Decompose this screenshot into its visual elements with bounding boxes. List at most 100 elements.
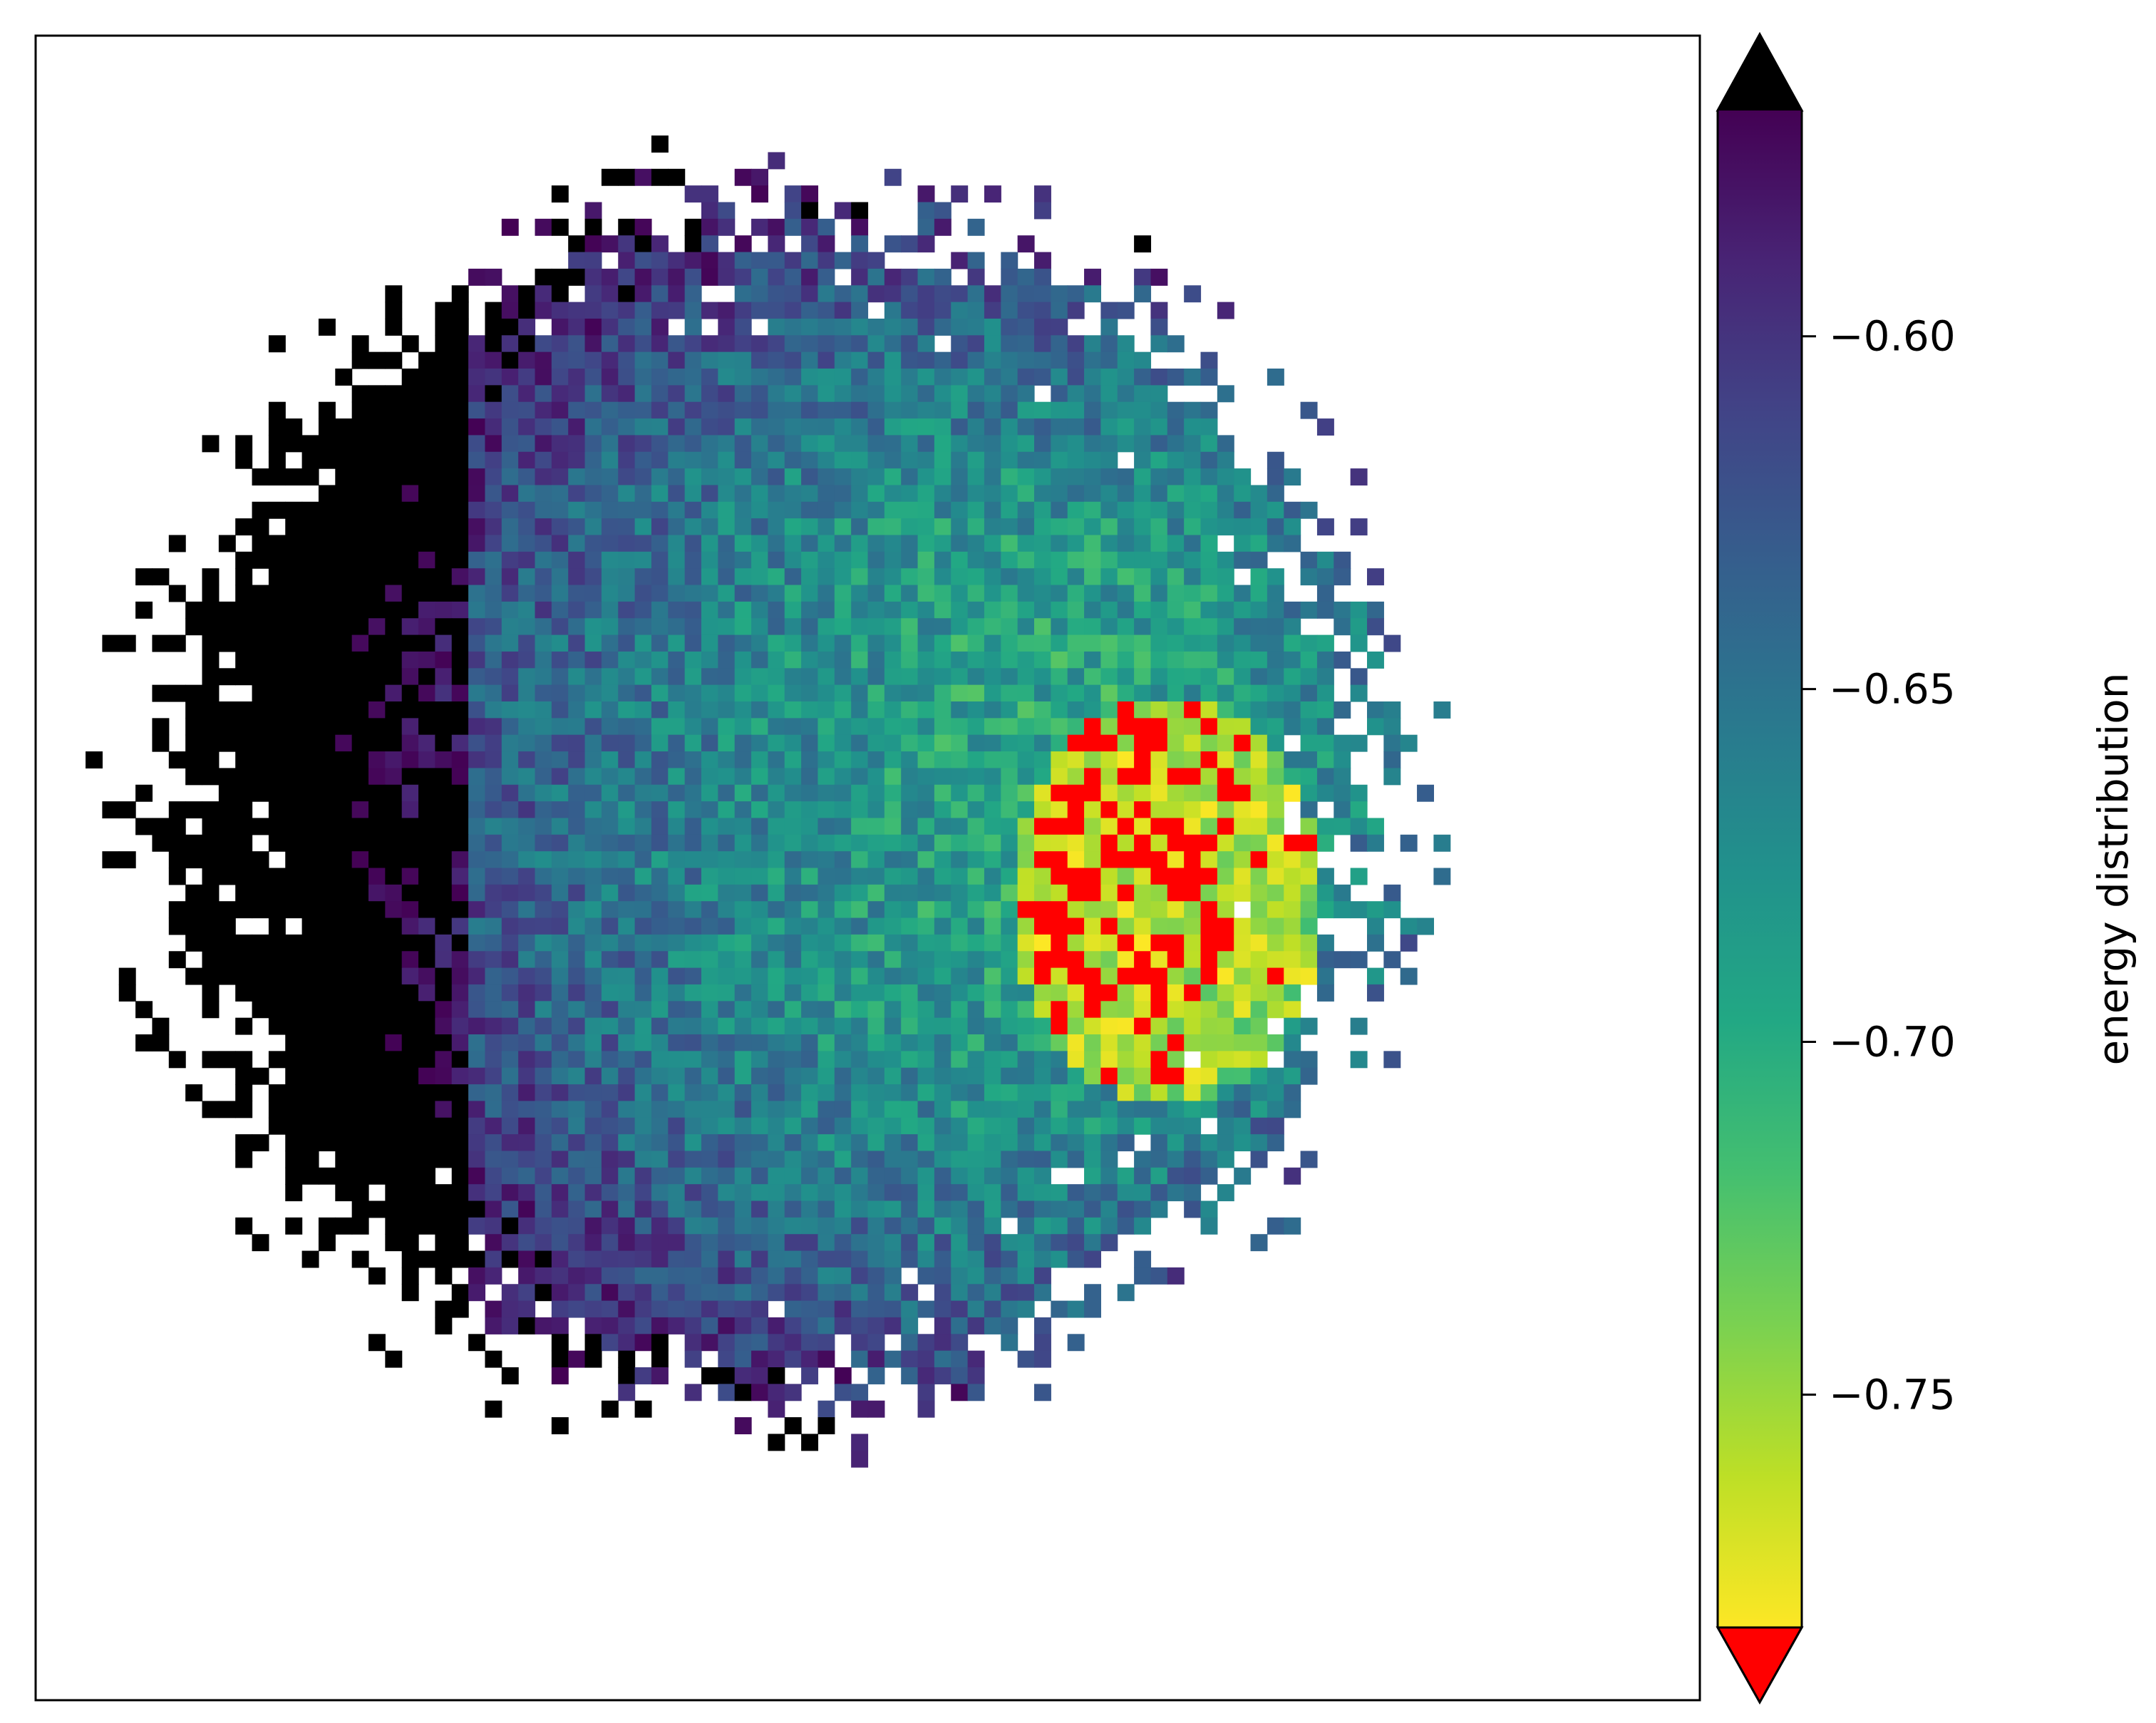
heatmap-cell	[401, 401, 419, 419]
heatmap-cell	[1184, 1067, 1202, 1085]
heatmap-cell	[967, 468, 985, 486]
heatmap-cell	[1167, 768, 1185, 786]
heatmap-cell	[435, 1200, 453, 1218]
heatmap-cell	[817, 1067, 835, 1085]
heatmap-cell	[951, 768, 969, 786]
heatmap-cell	[1267, 585, 1284, 602]
heatmap-cell	[751, 768, 768, 786]
heatmap-cell	[468, 668, 486, 686]
heatmap-cell	[1134, 285, 1152, 303]
heatmap-cell	[518, 1134, 536, 1152]
heatmap-cell	[301, 1117, 319, 1135]
heatmap-cell	[435, 634, 453, 652]
heatmap-cell	[1234, 734, 1252, 752]
heatmap-cell	[967, 601, 985, 619]
heatmap-cell	[817, 601, 835, 619]
heatmap-cell	[418, 1051, 435, 1069]
heatmap-cell	[1200, 1017, 1218, 1035]
heatmap-cell	[418, 351, 435, 369]
heatmap-cell	[751, 801, 768, 819]
heatmap-cell	[335, 651, 353, 669]
heatmap-cell	[701, 1267, 718, 1285]
heatmap-cell	[535, 1167, 552, 1185]
heatmap-cell	[1051, 1250, 1068, 1268]
heatmap-cell	[1150, 734, 1168, 752]
heatmap-cell	[967, 1017, 985, 1035]
heatmap-cell	[984, 1001, 1001, 1019]
heatmap-cell	[335, 485, 353, 503]
heatmap-cell	[1234, 951, 1252, 969]
heatmap-cell	[951, 351, 969, 369]
heatmap-cell	[1134, 369, 1152, 386]
heatmap-cell	[668, 418, 686, 436]
heatmap-cell	[984, 1184, 1001, 1202]
heatmap-cell	[584, 1300, 602, 1318]
heatmap-cell	[851, 1134, 869, 1152]
heatmap-cell	[1167, 1151, 1185, 1168]
heatmap-cell	[967, 1234, 985, 1252]
heatmap-cell	[817, 1417, 835, 1434]
heatmap-cell	[734, 718, 752, 736]
heatmap-cell	[684, 618, 702, 636]
heatmap-cell	[1234, 1084, 1252, 1101]
heatmap-cell	[1001, 1051, 1018, 1069]
heatmap-cells	[86, 135, 1451, 1468]
heatmap-cell	[1067, 1184, 1085, 1202]
heatmap-cell	[651, 168, 669, 186]
heatmap-cell	[1034, 501, 1051, 519]
heatmap-cell	[285, 1017, 303, 1035]
heatmap-cell	[1167, 535, 1185, 552]
heatmap-cell	[1017, 1101, 1035, 1118]
heatmap-cell	[734, 967, 752, 985]
heatmap-cell	[701, 784, 718, 802]
heatmap-cell	[435, 601, 453, 619]
heatmap-cell	[535, 401, 552, 419]
heatmap-cell	[634, 435, 652, 453]
heatmap-cell	[934, 518, 951, 536]
heatmap-cell	[851, 768, 869, 786]
heatmap-cell	[268, 651, 286, 669]
heatmap-cell	[684, 1101, 702, 1118]
heatmap-cell	[1117, 718, 1135, 736]
heatmap-cell	[701, 235, 718, 253]
heatmap-cell	[817, 535, 835, 552]
heatmap-cell	[817, 951, 835, 969]
heatmap-cell	[1167, 485, 1185, 503]
heatmap-cell	[701, 1101, 718, 1118]
heatmap-cell	[867, 917, 885, 935]
heatmap-cell	[951, 1034, 969, 1051]
heatmap-cell	[285, 951, 303, 969]
heatmap-cell	[1067, 784, 1085, 802]
heatmap-cell	[218, 901, 236, 919]
heatmap-cell	[1300, 784, 1318, 802]
plot-frame	[34, 34, 1701, 1702]
heatmap-cell	[951, 1267, 969, 1285]
heatmap-cell	[1134, 418, 1152, 436]
heatmap-cell	[435, 385, 453, 403]
heatmap-cell	[784, 967, 802, 985]
heatmap-cell	[1117, 1200, 1135, 1218]
heatmap-cell	[518, 285, 536, 303]
heatmap-cell	[335, 768, 353, 786]
heatmap-cell	[451, 801, 469, 819]
heatmap-cell	[1051, 451, 1068, 469]
heatmap-cell	[1067, 1217, 1085, 1235]
heatmap-cell	[485, 418, 502, 436]
heatmap-cell	[668, 485, 686, 503]
heatmap-cell	[1067, 418, 1085, 436]
heatmap-cell	[1267, 701, 1284, 719]
heatmap-cell	[701, 1234, 718, 1252]
heatmap-cell	[651, 135, 669, 153]
heatmap-cell	[1184, 651, 1202, 669]
heatmap-cell	[884, 734, 902, 752]
heatmap-cell	[535, 302, 552, 319]
heatmap-cell	[984, 185, 1001, 203]
heatmap-cell	[784, 185, 802, 203]
heatmap-cell	[801, 634, 819, 652]
heatmap-cell	[917, 202, 935, 220]
heatmap-cell	[934, 868, 951, 885]
heatmap-cell	[551, 401, 569, 419]
heatmap-cell	[584, 218, 602, 236]
heatmap-cell	[1184, 1017, 1202, 1035]
heatmap-cell	[901, 235, 919, 253]
